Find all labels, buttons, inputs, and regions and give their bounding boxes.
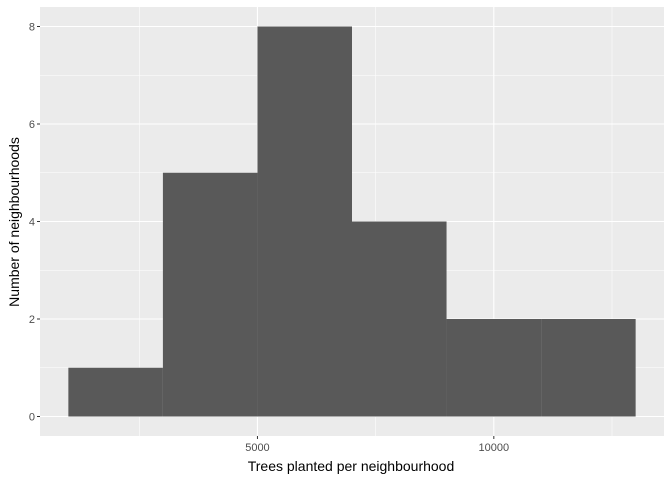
histogram-bars <box>68 26 636 417</box>
y-tick-label: 4 <box>29 217 35 229</box>
histogram-bar-1 <box>68 367 163 417</box>
y-tick-label: 6 <box>29 119 35 131</box>
x-tick-label: 10000 <box>479 442 510 454</box>
x-tick-label: 5000 <box>245 442 269 454</box>
x-axis-title: Trees planted per neighbourhood <box>248 458 455 474</box>
y-axis-title: Number of neighbourhoods <box>6 137 22 307</box>
y-tick-label: 2 <box>29 314 35 326</box>
y-axis: 0 2 4 6 8 <box>29 22 40 424</box>
y-tick-label: 8 <box>29 22 35 34</box>
histogram-bar-5 <box>446 319 542 417</box>
histogram-bar-4 <box>352 221 447 417</box>
histogram-bar-6 <box>541 319 636 417</box>
x-axis: 5000 10000 <box>245 436 509 454</box>
histogram-bar-2 <box>162 172 258 417</box>
y-tick-label: 0 <box>29 412 35 424</box>
histogram-bar-3 <box>257 26 352 417</box>
